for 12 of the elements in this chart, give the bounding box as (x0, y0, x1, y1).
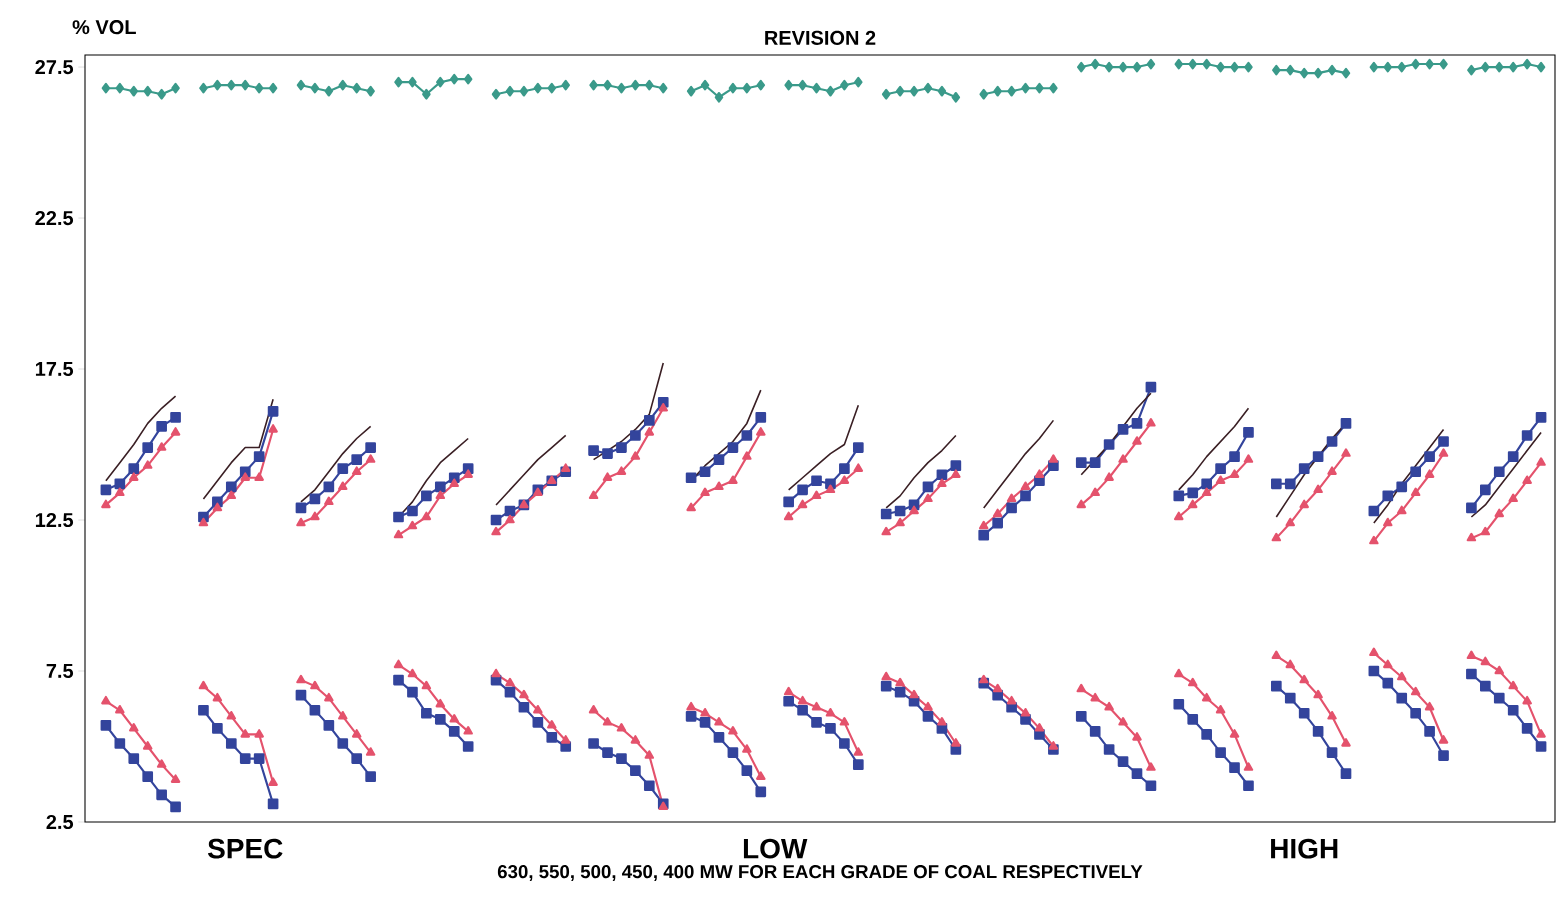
y-tick-label: 17.5 (35, 362, 74, 377)
x-axis-title: 630, 550, 500, 450, 400 MW FOR EACH GRADE OF COAL RESPECTIVELY (497, 865, 1143, 881)
chart-title: REVISION 2 (765, 30, 876, 45)
y-tick-label: 27.5 (35, 59, 74, 75)
y-tick-label: 12.5 (35, 512, 74, 528)
x-tick-label: HIGH (1271, 838, 1338, 859)
x-tick-label: LOW (743, 838, 808, 859)
x-tick-label: SPEC (207, 838, 283, 859)
y-tick-label: 22.5 (35, 210, 74, 226)
y-tick-label: 7.5 (46, 664, 74, 678)
y-axis-title: % VOL (72, 20, 136, 35)
y-tick-label: 2.5 (46, 814, 74, 830)
